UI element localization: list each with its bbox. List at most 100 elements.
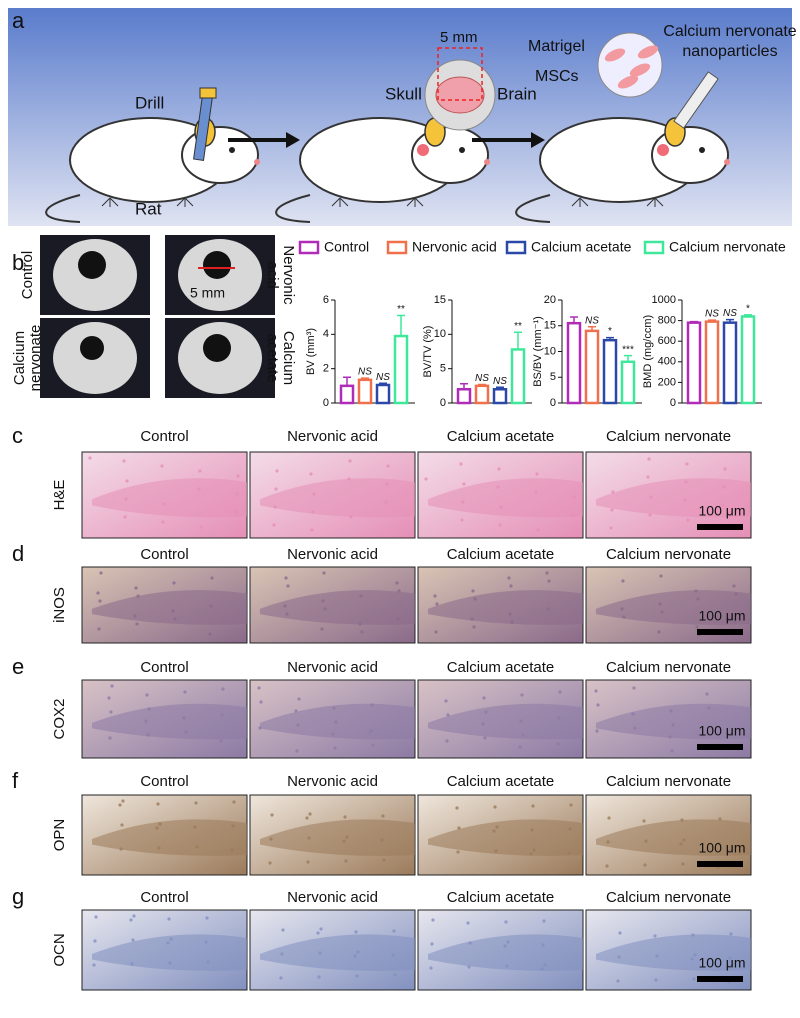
cell-nucleus xyxy=(659,574,663,578)
cell-nucleus xyxy=(97,627,101,631)
cell-nucleus xyxy=(707,706,711,710)
cell-nucleus xyxy=(208,632,212,636)
cell-nucleus xyxy=(534,490,538,494)
cell-nucleus xyxy=(532,848,536,852)
tissue-band xyxy=(428,819,583,856)
error-bar xyxy=(690,320,698,323)
scale-bar xyxy=(697,524,743,530)
cell-nucleus xyxy=(96,591,100,595)
scale-bar-label: 100 μm xyxy=(699,723,746,739)
bar xyxy=(740,315,756,405)
error-bar xyxy=(478,383,486,386)
stain-label: OPN xyxy=(51,819,68,852)
cell-nucleus xyxy=(658,602,662,606)
cell-nucleus xyxy=(311,510,315,514)
cell-nucleus xyxy=(169,937,173,941)
cell-nucleus xyxy=(354,930,358,934)
cell-nucleus xyxy=(279,976,283,980)
cell-nucleus xyxy=(309,472,313,476)
defect-hole xyxy=(78,251,106,279)
cell-nucleus xyxy=(521,733,525,737)
cell-nucleus xyxy=(460,518,464,522)
y-tick-label: 400 xyxy=(658,356,676,368)
cell-nucleus xyxy=(646,475,650,479)
cell-nucleus xyxy=(316,931,320,935)
defect-hole xyxy=(80,336,104,360)
cell-nucleus xyxy=(145,693,149,697)
cell-nucleus xyxy=(198,469,202,473)
cell-nucleus xyxy=(497,467,501,471)
annotation: 5 mm xyxy=(440,29,478,46)
cell-nucleus xyxy=(507,576,511,580)
cell-nucleus xyxy=(470,617,474,621)
bar xyxy=(357,378,373,405)
cell-nucleus xyxy=(655,954,659,958)
cell-nucleus xyxy=(435,602,439,606)
error-bar xyxy=(514,331,522,350)
cell-nucleus xyxy=(457,826,461,830)
cell-nucleus xyxy=(270,813,274,817)
photo-label: acetate xyxy=(264,333,281,382)
cell-nucleus xyxy=(495,825,499,829)
cell-nucleus xyxy=(88,456,92,460)
rat-drawing xyxy=(275,117,490,223)
cell-nucleus xyxy=(319,927,323,931)
cell-nucleus xyxy=(323,607,327,611)
cell-nucleus xyxy=(348,459,352,463)
y-tick-label: 10 xyxy=(544,345,556,357)
cell-nucleus xyxy=(135,622,139,626)
cell-nucleus xyxy=(306,860,310,864)
column-label: Nervonic acid xyxy=(287,428,378,445)
significance-label: NS xyxy=(475,373,489,384)
y-tick-label: 15 xyxy=(544,320,556,332)
cell-nucleus xyxy=(160,464,164,468)
cell-nucleus xyxy=(690,957,694,961)
cell-nucleus xyxy=(430,942,434,946)
cell-nucleus xyxy=(124,497,128,501)
cell-nucleus xyxy=(617,955,621,959)
y-tick-label: 0 xyxy=(670,397,676,409)
cell-nucleus xyxy=(269,837,273,841)
cell-nucleus xyxy=(424,477,428,481)
cell-nucleus xyxy=(396,617,400,621)
cell-nucleus xyxy=(671,723,675,727)
column-label: Calcium acetate xyxy=(447,889,555,906)
cell-nucleus xyxy=(657,630,661,634)
rat-foot xyxy=(646,197,664,207)
cell-nucleus xyxy=(334,720,338,724)
legend-swatch xyxy=(386,240,408,255)
cell-nucleus xyxy=(616,979,620,983)
cell-nucleus xyxy=(455,806,459,810)
cell-nucleus xyxy=(129,918,133,922)
tissue-band xyxy=(596,590,751,625)
panel-letter: d xyxy=(12,541,24,566)
y-tick-label: 15 xyxy=(434,294,446,306)
cell-nucleus xyxy=(193,825,197,829)
cell-nucleus xyxy=(609,526,613,530)
cell-nucleus xyxy=(161,520,165,524)
cell-nucleus xyxy=(123,515,127,519)
cell-nucleus xyxy=(268,861,272,865)
error-bar xyxy=(570,316,578,324)
cell-nucleus xyxy=(308,812,312,816)
stain-label: iNOS xyxy=(51,587,68,623)
column-label: Nervonic acid xyxy=(287,889,378,906)
cell-nucleus xyxy=(506,940,510,944)
bar xyxy=(620,360,636,405)
column-label: Control xyxy=(140,546,188,563)
cell-nucleus xyxy=(371,743,375,747)
bar xyxy=(393,334,409,405)
cell-nucleus xyxy=(721,503,725,507)
panel-letter: e xyxy=(12,654,24,679)
cell-nucleus xyxy=(496,485,500,489)
cell-nucleus xyxy=(543,963,547,967)
error-bar xyxy=(397,314,405,337)
cell-nucleus xyxy=(431,918,435,922)
photo-label: acid xyxy=(264,261,281,289)
rat-drawing xyxy=(515,117,730,223)
cell-nucleus xyxy=(733,620,737,624)
cell-nucleus xyxy=(505,964,509,968)
cell-nucleus xyxy=(146,733,150,737)
cell-nucleus xyxy=(498,523,502,527)
cell-nucleus xyxy=(171,609,175,613)
